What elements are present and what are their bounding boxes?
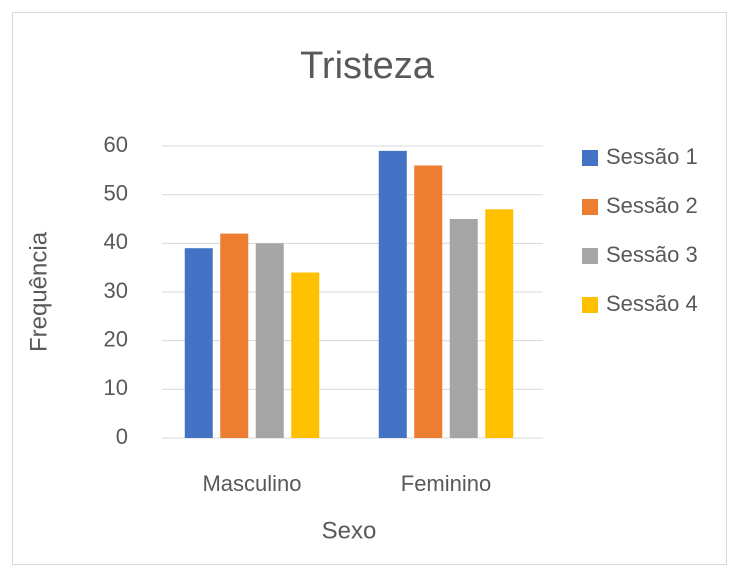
bar — [255, 243, 284, 438]
x-tick-label: Feminino — [401, 471, 491, 496]
x-axis-label: Sexo — [322, 517, 377, 544]
legend-swatch — [582, 248, 598, 264]
bar — [378, 150, 407, 438]
bar — [184, 248, 213, 438]
y-tick-label: 0 — [116, 424, 128, 449]
y-tick-label: 40 — [104, 229, 128, 254]
bar — [220, 233, 249, 438]
chart-frame — [12, 12, 727, 565]
x-tick-label: Masculino — [202, 471, 301, 496]
y-tick-label: 50 — [104, 180, 128, 205]
legend-label: Sessão 2 — [606, 193, 698, 218]
y-tick-label: 60 — [104, 132, 128, 157]
bar — [291, 272, 320, 438]
legend-label: Sessão 4 — [606, 291, 698, 316]
legend-label: Sessão 3 — [606, 242, 698, 267]
chart-title: Tristeza — [300, 45, 435, 87]
legend-swatch — [582, 199, 598, 215]
y-tick-label: 20 — [104, 326, 128, 351]
y-tick-label: 10 — [104, 375, 128, 400]
legend-swatch — [582, 150, 598, 166]
bar — [449, 219, 478, 438]
bar — [485, 209, 514, 438]
legend-label: Sessão 1 — [606, 144, 698, 169]
y-axis-label: Frequência — [25, 231, 52, 352]
bar — [414, 165, 443, 438]
legend-swatch — [582, 297, 598, 313]
y-tick-label: 30 — [104, 278, 128, 303]
